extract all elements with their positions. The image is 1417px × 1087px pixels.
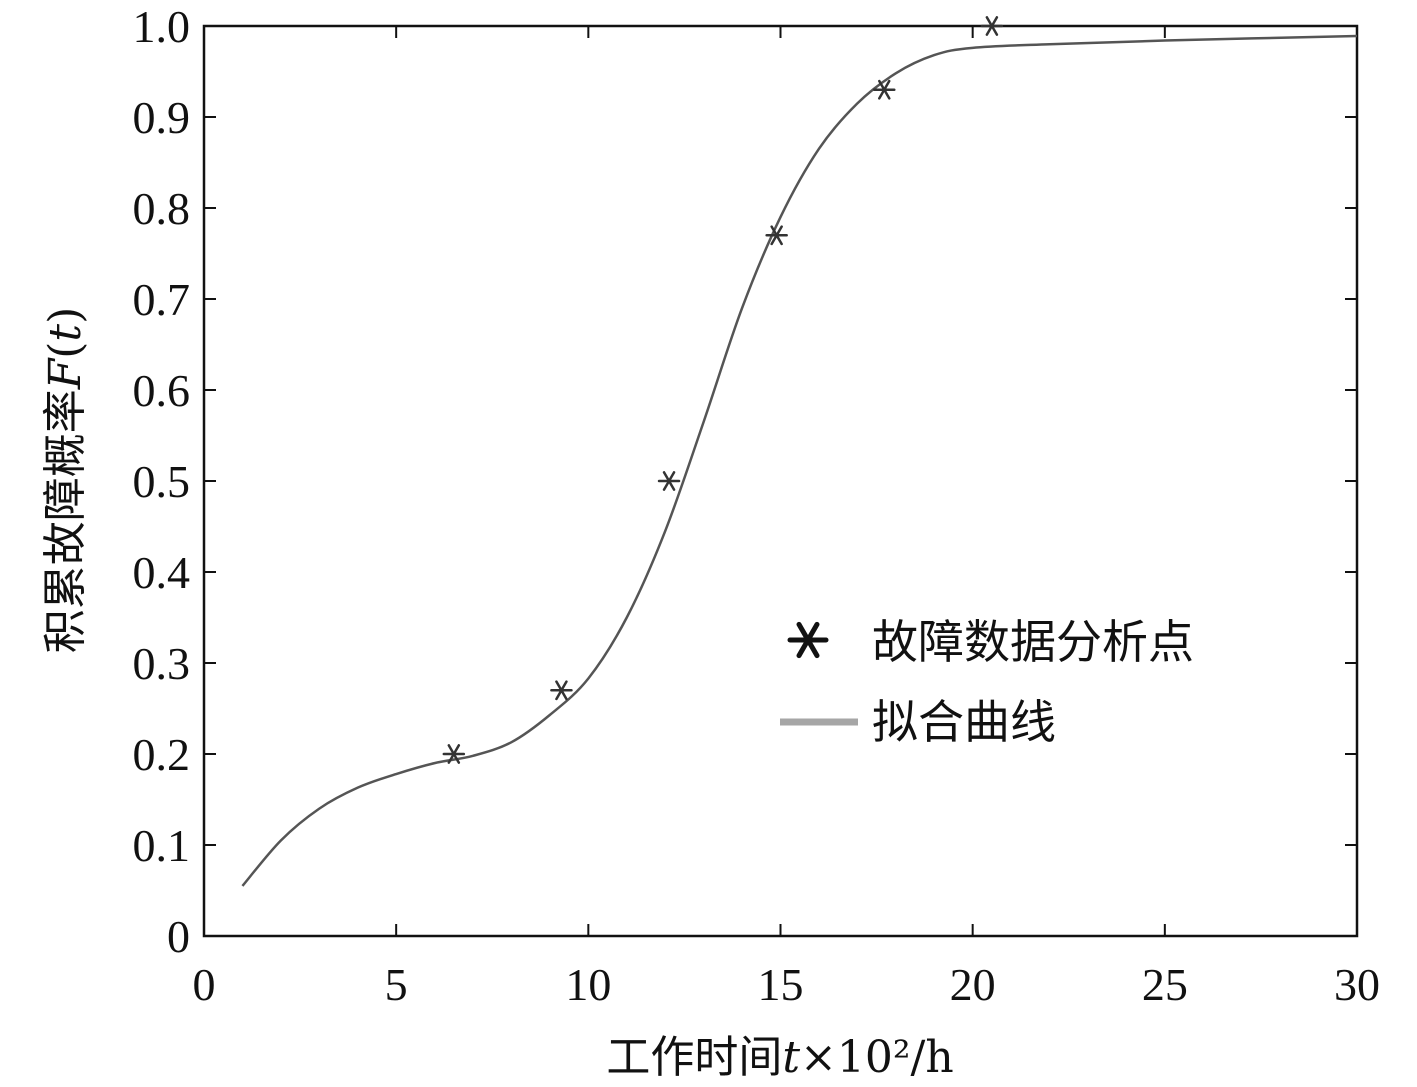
- x-tick-label: 10: [565, 959, 611, 1010]
- data-point-asterisk: [980, 16, 1004, 36]
- data-point-asterisk: [550, 680, 573, 701]
- asterisk-stroke: [985, 16, 999, 36]
- y-tick-label: 0.8: [133, 183, 191, 234]
- x-tick-label: 0: [193, 959, 216, 1010]
- y-tick-label: 0.6: [133, 365, 191, 416]
- y-tick-label: 0.7: [133, 274, 191, 325]
- asterisk-stroke: [447, 744, 461, 764]
- y-tick-label: 0.4: [133, 547, 191, 598]
- y-tick-label: 1.0: [133, 1, 191, 52]
- plot-frame: [202, 24, 1359, 938]
- asterisk-stroke: [796, 621, 820, 659]
- x-tick-label: 15: [758, 959, 804, 1010]
- series-layer: [241, 16, 1358, 887]
- y-tick-label: 0: [167, 911, 190, 962]
- legend-label-line: 拟合曲线: [872, 695, 1056, 749]
- legend-asterisk-marker: [787, 621, 829, 659]
- y-axis-ticks: 0 0.1 0.2 0.3 0.4 0.5 0.6 0.7 0.8 0.9 1.0: [133, 1, 1357, 962]
- x-tick-label: 5: [385, 959, 408, 1010]
- y-tick-label: 0.3: [133, 638, 191, 689]
- asterisk-stroke: [555, 680, 568, 701]
- asterisk-stroke: [770, 225, 783, 246]
- asterisk-stroke: [662, 471, 676, 491]
- series-fitted-curve: [241, 34, 1358, 887]
- y-tick-label: 0.1: [133, 820, 191, 871]
- y-tick-label: 0.2: [133, 729, 191, 780]
- y-axis-title: 积累故障概率F(t): [40, 307, 91, 654]
- x-axis-ticks: 0 5 10 15 20 25 30: [193, 26, 1380, 1010]
- x-tick-label: 25: [1142, 959, 1188, 1010]
- data-point-asterisk: [442, 744, 466, 764]
- asterisk-stroke: [878, 79, 891, 100]
- data-point-asterisk: [873, 79, 896, 100]
- x-tick-label: 30: [1334, 959, 1380, 1010]
- legend-asterisk: [787, 621, 829, 659]
- y-tick-label: 0.5: [133, 456, 191, 507]
- x-axis-title: 工作时间t×10²/h: [606, 1032, 953, 1083]
- data-point-asterisk: [765, 225, 788, 246]
- y-tick-label: 0.9: [133, 92, 191, 143]
- x-tick-label: 20: [950, 959, 996, 1010]
- legend: 故障数据分析点 拟合曲线: [780, 615, 1194, 749]
- data-point-asterisk: [657, 471, 681, 491]
- legend-label-scatter: 故障数据分析点: [872, 615, 1194, 669]
